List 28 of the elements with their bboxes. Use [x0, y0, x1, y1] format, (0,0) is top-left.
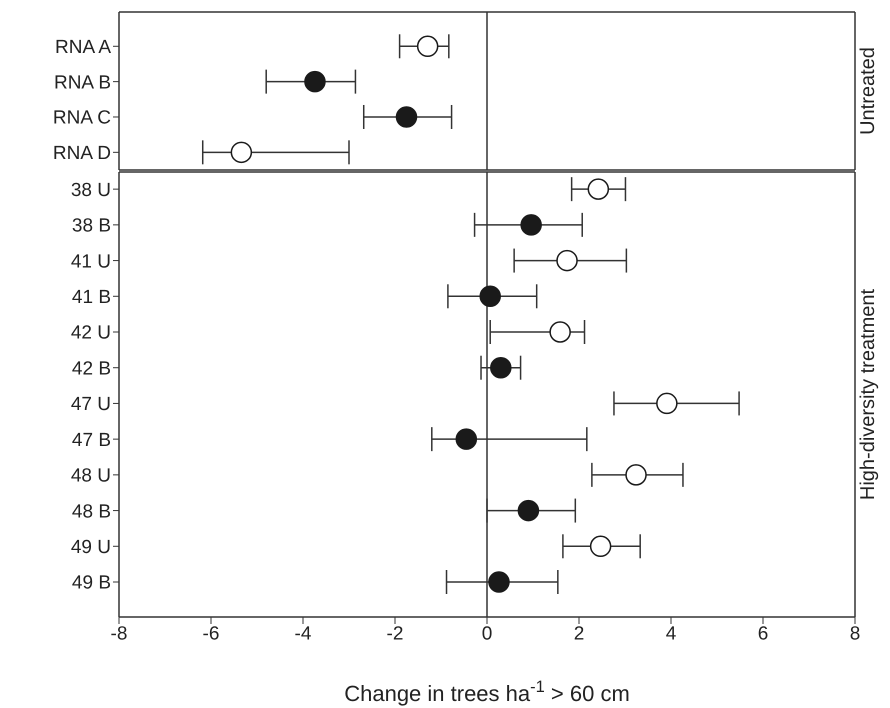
x-tick-label: -6	[202, 623, 220, 644]
y-tick-label: RNA A	[55, 37, 112, 58]
x-tick-label: -4	[294, 623, 312, 644]
y-tick-label: 48 B	[72, 501, 111, 522]
y-tick-label: RNA D	[52, 143, 111, 164]
y2-axis-title: High-diversity treatment	[857, 288, 879, 500]
y-tick-label: 49 B	[72, 572, 111, 594]
x-tick-label: -2	[386, 623, 404, 644]
x-tick-label: 4	[666, 623, 677, 644]
y-tick-label: 38 B	[72, 216, 111, 237]
x-tick-label: 0	[482, 623, 492, 644]
y-tick-label: 42 B	[72, 358, 111, 380]
y-tick-label: RNA C	[52, 108, 111, 129]
y-tick-label: 38 U	[70, 180, 111, 201]
y-tick-label: 48 U	[70, 466, 111, 487]
x-axis-title: Change in trees ha$^{-1}$ > 60 cm	[344, 678, 630, 706]
x-tick-label: 6	[758, 623, 768, 644]
y-tick-label: 47 U	[70, 394, 111, 416]
y-tick-label: RNA B	[54, 72, 111, 94]
y-tick-label: 41 U	[70, 251, 111, 272]
x-tick-label: 2	[574, 623, 584, 644]
y-tick-label: 41 B	[72, 287, 111, 308]
y2-axis-title: Untreated	[857, 47, 879, 135]
x-tick-label: -8	[110, 623, 128, 644]
x-tick-label: 8	[850, 623, 860, 644]
y-tick-label: 42 U	[70, 322, 111, 344]
y-tick-label: 47 B	[72, 430, 111, 451]
y-tick-label: 49 U	[70, 537, 111, 558]
